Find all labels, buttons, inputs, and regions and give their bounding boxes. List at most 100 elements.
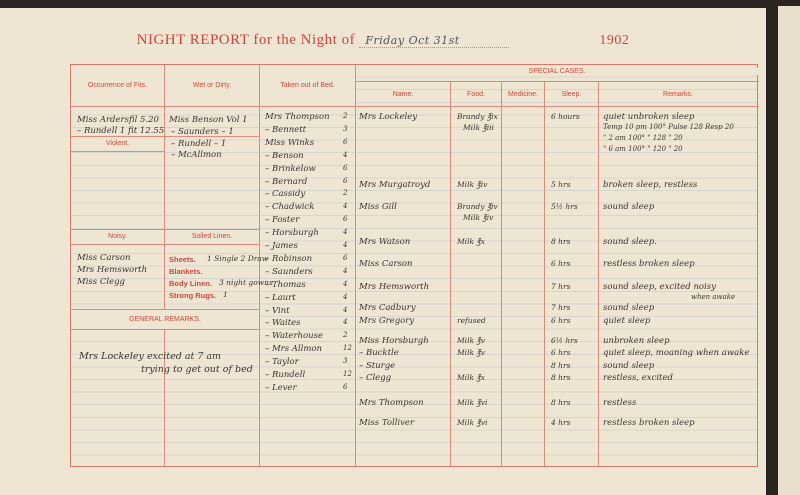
sheets-value: 1 Single 2 Draw: [207, 254, 269, 263]
special-remarks: restless: [603, 398, 637, 408]
special-name: Mrs Cadbury: [359, 303, 416, 313]
wet-entry: Miss Benson Vol 1: [169, 115, 248, 125]
body-linen-label: Body Linen.: [169, 279, 212, 288]
special-remarks: restless broken sleep: [603, 418, 695, 428]
header-special: SPECIAL CASES.: [356, 68, 758, 75]
special-sleep: 6 hrs: [551, 348, 571, 357]
header-sleep: Sleep.: [545, 91, 598, 98]
special-food: Milk ℥iii: [463, 123, 494, 132]
special-name: Miss Horsburgh: [359, 336, 429, 346]
next-page-edge: [778, 6, 800, 495]
header-soiled: Soiled Linen.: [165, 230, 259, 244]
noisy-entry: Miss Carson: [77, 253, 131, 263]
special-remarks: sound sleep: [603, 303, 655, 313]
taken-out-count: 4: [343, 266, 348, 275]
special-remarks: broken sleep, restless: [603, 180, 698, 190]
header-general: GENERAL REMARKS.: [71, 310, 259, 329]
taken-out-name: – Bennett: [265, 124, 307, 135]
taken-out-name: – Robinson: [265, 253, 313, 264]
taken-out-count: 4: [343, 202, 348, 211]
taken-out-name: – Waites: [265, 318, 301, 329]
taken-out-count: 2: [343, 331, 348, 340]
taken-out-count: 12: [343, 370, 352, 378]
special-food: Milk ℥vi: [457, 418, 488, 427]
taken-out-count: 4: [343, 150, 348, 159]
taken-out-name: – Foster: [265, 215, 300, 226]
taken-out-name: – Cassidy: [265, 189, 306, 200]
header-taken: Taken out of Bed.: [260, 65, 355, 106]
special-remarks: sound sleep: [603, 361, 655, 371]
special-remarks: unbroken sleep: [603, 336, 670, 346]
special-remarks: sound sleep: [603, 202, 655, 212]
special-remarks: restless broken sleep: [603, 259, 695, 269]
taken-out-name: – Thomas: [265, 279, 306, 290]
taken-out-name: Miss Winks: [265, 137, 315, 148]
report-date: Friday Oct 31st: [359, 34, 510, 48]
special-sleep: 6 hrs: [551, 316, 571, 325]
taken-out-count: 4: [343, 279, 348, 288]
special-food: Brandy ℥ix: [457, 112, 498, 121]
general-remark: Mrs Lockeley excited at 7 am: [79, 351, 222, 362]
special-remarks: restless, excited: [603, 373, 673, 383]
special-food: Milk ℥x: [457, 373, 485, 382]
special-sleep: 6 hrs: [551, 259, 571, 268]
special-name: Miss Gill: [359, 202, 397, 212]
report-table: Occurrence of Fits. Wet or Dirty. Taken …: [70, 64, 759, 467]
taken-out-count: 6: [343, 137, 348, 146]
special-name: Miss Carson: [359, 259, 413, 269]
special-remarks: sound sleep.: [603, 237, 657, 247]
special-sleep: 8 hrs: [551, 237, 571, 246]
taken-out-count: 4: [343, 241, 348, 249]
taken-out-count: 12: [343, 344, 352, 353]
title-text: NIGHT REPORT for the Night of: [136, 32, 356, 48]
taken-out-name: – James: [265, 241, 298, 251]
special-sleep: 7 hrs: [551, 303, 571, 312]
special-name: – Bucktle: [359, 348, 399, 358]
taken-out-count: 6: [343, 215, 348, 224]
special-food: Milk ℥x: [457, 237, 485, 246]
special-food: Milk ℥iv: [463, 213, 494, 222]
taken-out-name: – Bernard: [265, 176, 308, 187]
taken-out-count: 6: [343, 382, 348, 391]
taken-out-count: 3: [343, 357, 348, 366]
header-remarks: Remarks.: [599, 91, 757, 98]
blankets-label: Blankets.: [169, 267, 203, 276]
noisy-entry: Miss Clegg: [77, 277, 125, 287]
header-wet: Wet or Dirty.: [165, 65, 259, 106]
special-name: – Clegg: [359, 373, 392, 383]
taken-out-name: – Benson: [265, 150, 304, 161]
strong-rugs-value: 1: [223, 290, 228, 299]
wet-entry: – Rundell – 1: [171, 139, 227, 149]
special-sleep: 8 hrs: [551, 361, 571, 370]
taken-out-name: Mrs Thompson: [265, 112, 330, 122]
fits-entry: – Rundell 1 fit 12.55: [77, 126, 165, 136]
special-food: Milk ℥v: [457, 336, 485, 345]
header-name: Name.: [356, 91, 450, 98]
taken-out-count: 2: [343, 189, 348, 198]
special-name: – Sturge: [359, 361, 396, 371]
wet-entry: – Saunders – 1: [171, 127, 234, 137]
special-remarks: sound sleep, excited noisy: [603, 282, 716, 292]
taken-out-count: 6: [343, 176, 348, 185]
taken-out-count: 4: [343, 305, 348, 314]
special-sleep: 8 hrs: [551, 373, 571, 382]
sheets-label: Sheets.: [169, 255, 196, 264]
special-name: Mrs Gregory: [359, 316, 415, 326]
special-food: Brandy ℥iv: [457, 202, 498, 211]
body-linen-value: 3 night gowns: [219, 278, 273, 287]
ledger-page: NIGHT REPORT for the Night of Friday Oct…: [0, 8, 766, 495]
special-remarks: when awake: [691, 293, 736, 301]
header-medicine: Medicine.: [502, 91, 544, 98]
noisy-entry: Mrs Hemsworth: [77, 265, 148, 275]
header-fits: Occurrence of Fits.: [71, 65, 164, 106]
taken-out-name: – Vint: [265, 305, 290, 316]
taken-out-count: 4: [343, 292, 348, 301]
special-sleep: 8 hrs: [551, 398, 571, 407]
taken-out-name: – Rundell: [265, 370, 306, 380]
special-remarks: quiet sleep, moaning when awake: [603, 348, 750, 358]
special-remarks: quiet sleep: [603, 316, 651, 326]
report-year: 1902: [599, 33, 630, 48]
taken-out-count: 2: [343, 112, 348, 120]
wet-entry: – McAllmon: [171, 150, 222, 160]
taken-out-count: 6: [343, 253, 348, 262]
